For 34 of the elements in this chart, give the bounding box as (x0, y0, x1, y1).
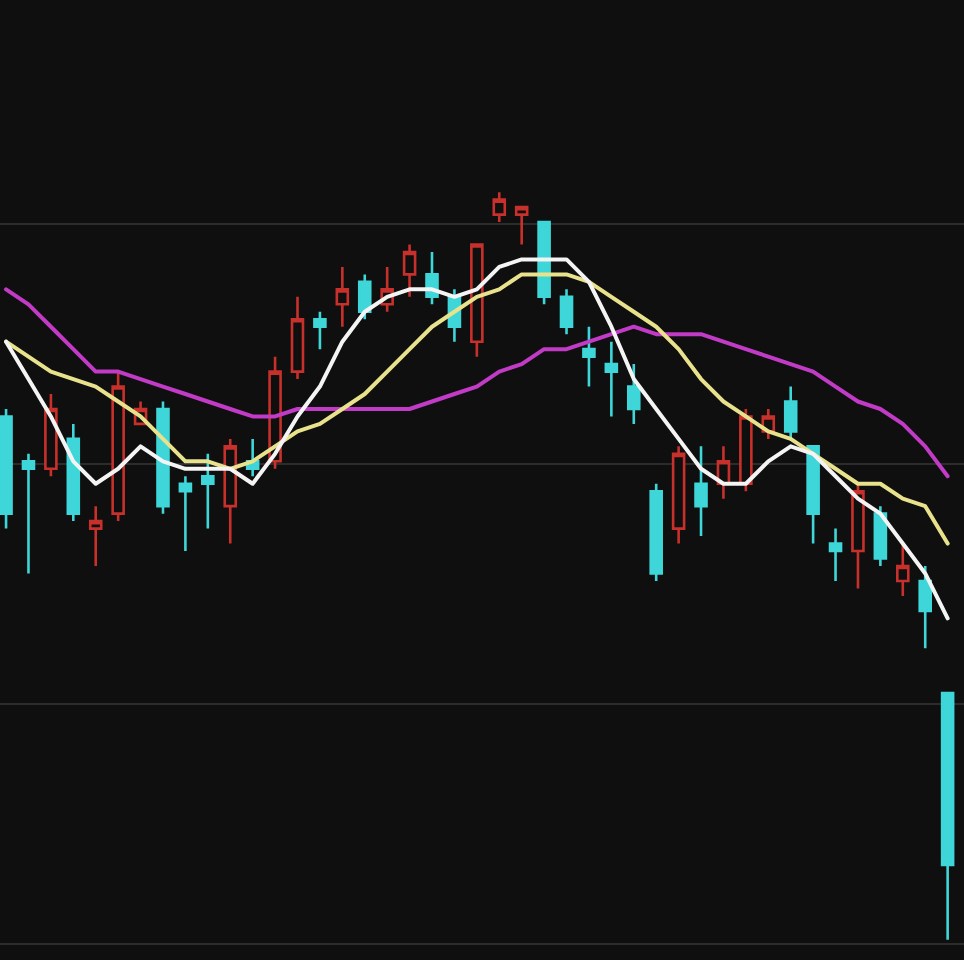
candlestick (470, 243, 484, 358)
candlestick (694, 445, 708, 538)
candlestick (156, 400, 170, 515)
candlestick (357, 273, 372, 321)
candlestick (559, 288, 574, 336)
candlestick (88, 504, 103, 568)
candlestick (873, 504, 888, 568)
candlestick (896, 542, 910, 598)
candlestick (828, 527, 843, 583)
candlestick (537, 220, 551, 306)
candlestick (313, 310, 327, 351)
candlestick (851, 482, 865, 590)
candlestick (402, 243, 417, 299)
candlestick (626, 362, 641, 426)
candlestick (335, 265, 350, 329)
candlestick (201, 452, 215, 530)
candlestick (178, 474, 193, 553)
candlestick (604, 340, 619, 418)
candlestick (21, 452, 36, 575)
candlestick (0, 407, 13, 530)
candlestick (582, 325, 596, 388)
candlestick (716, 445, 731, 500)
candlestick (806, 445, 820, 545)
candlestick (739, 407, 753, 493)
candlestick (492, 190, 507, 224)
candlestick (671, 445, 686, 545)
candlestick (290, 295, 305, 381)
candlestick (514, 205, 529, 246)
candlestick (111, 370, 125, 523)
candlestick (783, 385, 798, 441)
candlestick (940, 691, 955, 942)
candlestick (649, 482, 663, 583)
candlestick (223, 437, 238, 545)
candlestick (918, 564, 932, 650)
